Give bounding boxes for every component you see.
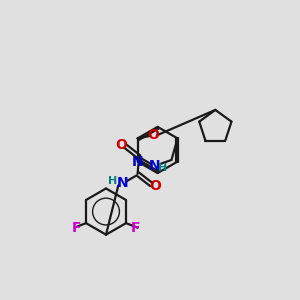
Text: O: O <box>149 179 161 193</box>
Text: H: H <box>108 176 118 186</box>
Text: N: N <box>116 176 128 190</box>
Text: H: H <box>158 164 168 173</box>
Text: N: N <box>132 154 143 169</box>
Text: O: O <box>116 138 127 152</box>
Text: O: O <box>147 128 159 142</box>
Text: F: F <box>130 221 140 236</box>
Text: N: N <box>149 159 160 173</box>
Text: F: F <box>72 221 81 236</box>
